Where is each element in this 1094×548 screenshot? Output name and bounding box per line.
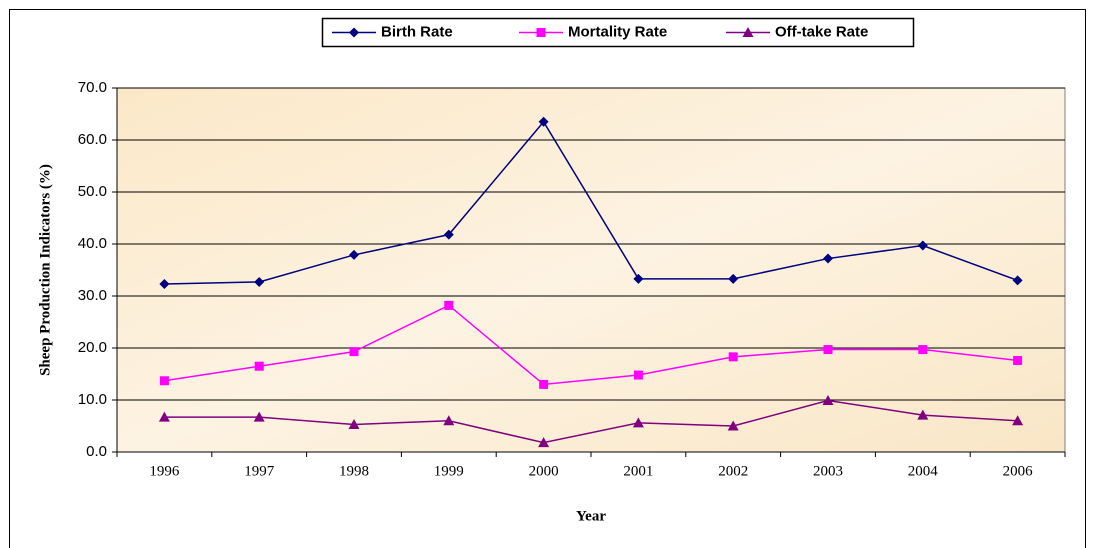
y-axis-label: Sheep Production Indicators (%) (37, 164, 53, 376)
data-point (159, 376, 169, 386)
data-point (917, 240, 928, 251)
data-point (823, 253, 833, 264)
data-point (253, 411, 265, 422)
data-point (158, 411, 170, 422)
data-point (728, 352, 738, 362)
data-point (1012, 415, 1024, 426)
data-point (823, 345, 833, 355)
y-tick-label: 10.0 (78, 391, 107, 408)
data-point (1013, 355, 1023, 365)
legend-label: Off-take Rate (775, 23, 868, 40)
y-tick-label: 70.0 (78, 79, 107, 96)
legend-marker (349, 27, 359, 38)
x-tick-label: 2002 (718, 463, 748, 479)
data-point (254, 276, 265, 287)
data-point (349, 347, 359, 357)
data-point (443, 415, 455, 426)
data-point (918, 345, 928, 355)
x-tick-label: 2006 (1003, 463, 1034, 479)
data-point (633, 273, 644, 284)
legend-box (321, 17, 915, 48)
data-point (822, 395, 834, 406)
plot-area (116, 87, 1066, 453)
data-point (443, 229, 454, 240)
series-line (164, 120, 1018, 285)
x-tick-label: 1997 (244, 463, 275, 479)
data-point (159, 279, 170, 290)
legend-marker (536, 28, 546, 37)
data-point (538, 116, 549, 127)
data-point (349, 249, 359, 260)
data-point (633, 370, 643, 380)
x-axis-label: Year (576, 508, 606, 524)
legend-label: Birth Rate (381, 23, 453, 40)
data-point (728, 273, 739, 284)
x-tick-label: 1996 (149, 463, 180, 479)
data-point (254, 361, 264, 371)
data-point (538, 437, 550, 448)
legend-label: Mortality Rate (568, 23, 667, 40)
series-line (164, 304, 1018, 386)
x-tick-label: 1998 (339, 463, 369, 479)
x-tick-label: 1999 (434, 463, 464, 479)
x-tick-label: 2000 (529, 463, 559, 479)
data-point (539, 379, 549, 389)
y-tick-label: 40.0 (78, 235, 107, 252)
data-point (348, 418, 360, 429)
data-point (1012, 275, 1023, 286)
y-tick-label: 50.0 (78, 183, 107, 200)
legend-marker (742, 27, 754, 37)
x-tick-label: 2003 (813, 463, 843, 479)
data-point (917, 409, 929, 420)
x-tick-label: 2001 (623, 463, 653, 479)
data-point (444, 300, 454, 310)
series-line (164, 399, 1018, 444)
y-tick-label: 60.0 (78, 131, 107, 148)
data-point (727, 420, 739, 431)
y-tick-label: 0.0 (86, 443, 107, 460)
x-tick-label: 2004 (908, 463, 939, 479)
y-tick-label: 20.0 (78, 339, 107, 356)
y-tick-label: 30.0 (78, 287, 107, 304)
data-point (632, 417, 644, 428)
